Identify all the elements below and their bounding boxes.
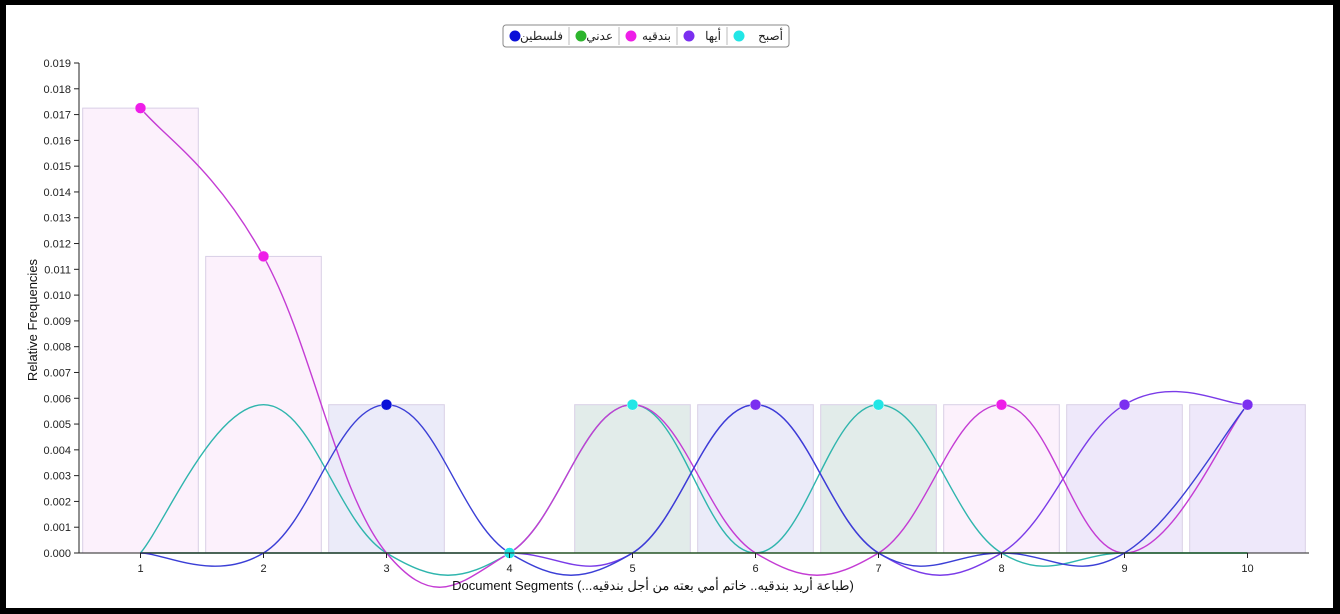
y-tick-label: 0.011 [44,264,71,276]
y-tick-label: 0.016 [43,135,71,147]
segment-bar [574,404,691,554]
legend-label: عدني [586,29,613,43]
data-point-marker [626,398,639,411]
y-tick-label: 0.008 [43,342,71,354]
segment-bar [82,107,199,554]
y-tick-label: 0.003 [43,471,71,483]
markers-layer [134,102,1254,559]
data-point-marker [1241,398,1254,411]
data-point-marker [134,102,147,114]
data-point-marker [749,398,762,411]
data-point-marker [872,398,885,411]
data-point-marker [1118,398,1131,411]
x-tick-label: 3 [383,563,389,575]
y-tick-label: 0.001 [43,522,71,534]
axes-layer: 0.000 0.001 0.002 0.003 0.004 0.005 0.006 0.007… [25,58,1309,594]
legend-label: فلسطين [520,29,563,43]
x-axis-title: Document Segments (...طباعة أريد بندقيه.… [452,577,854,594]
y-tick-label: 0.019 [43,58,71,70]
series-line [139,107,1249,588]
legend-label: أيها [705,28,721,43]
x-tick-label: 4 [506,563,512,575]
bars-layer [82,107,1306,554]
y-tick-label: 0.009 [43,316,71,328]
legend-swatch [509,30,521,42]
y-axis-ticks: 0.000 0.001 0.002 0.003 0.004 0.005 0.006 0.007… [43,58,79,560]
segment-bar [328,404,445,554]
x-tick-label: 7 [875,563,881,575]
x-axis-ticks: 1 2 3 4 5 6 7 8 9 10 [137,553,1254,575]
legend-swatch [625,30,637,42]
x-tick-label: 10 [1241,563,1253,575]
legend: أصبح أيها بندقيه عدني فلسطين [502,24,790,48]
y-tick-label: 0.013 [43,213,71,225]
segment-bar [697,404,814,554]
y-tick-label: 0.018 [43,84,71,96]
y-tick-label: 0.017 [43,110,71,122]
legend-label: أصبح [758,28,783,43]
y-tick-label: 0.006 [43,393,71,405]
legend-swatch [733,30,745,42]
y-tick-label: 0.005 [43,419,71,431]
y-tick-label: 0.004 [43,445,71,457]
chart-frame: 0.000 0.001 0.002 0.003 0.004 0.005 0.006 0.007… [6,5,1333,608]
data-point-marker [995,398,1008,411]
y-tick-label: 0.007 [43,367,71,379]
series-line [139,404,1248,576]
data-point-marker [257,250,270,263]
x-tick-label: 6 [752,563,758,575]
x-tick-label: 5 [629,563,635,575]
relative-frequencies-chart: 0.000 0.001 0.002 0.003 0.004 0.005 0.006 0.007… [25,24,1309,594]
segment-bar [1189,404,1306,554]
y-tick-label: 0.012 [43,239,71,251]
data-point-marker [380,398,393,411]
legend-swatch [575,30,587,42]
y-tick-label: 0.000 [43,548,71,560]
y-tick-label: 0.002 [43,496,71,508]
series-line [140,404,1249,576]
segment-bar [820,404,937,554]
y-tick-label: 0.010 [43,290,71,302]
legend-swatch [683,30,695,42]
x-tick-label: 1 [137,563,143,575]
y-tick-label: 0.015 [43,161,71,173]
x-tick-label: 2 [260,563,266,575]
legend-box [502,24,790,48]
x-tick-label: 8 [998,563,1004,575]
y-axis-title: Relative Frequencies [25,258,40,381]
y-tick-label: 0.014 [43,187,71,199]
x-tick-label: 9 [1121,563,1127,575]
legend-label: بندقيه [642,29,671,43]
segment-bar [943,404,1060,554]
